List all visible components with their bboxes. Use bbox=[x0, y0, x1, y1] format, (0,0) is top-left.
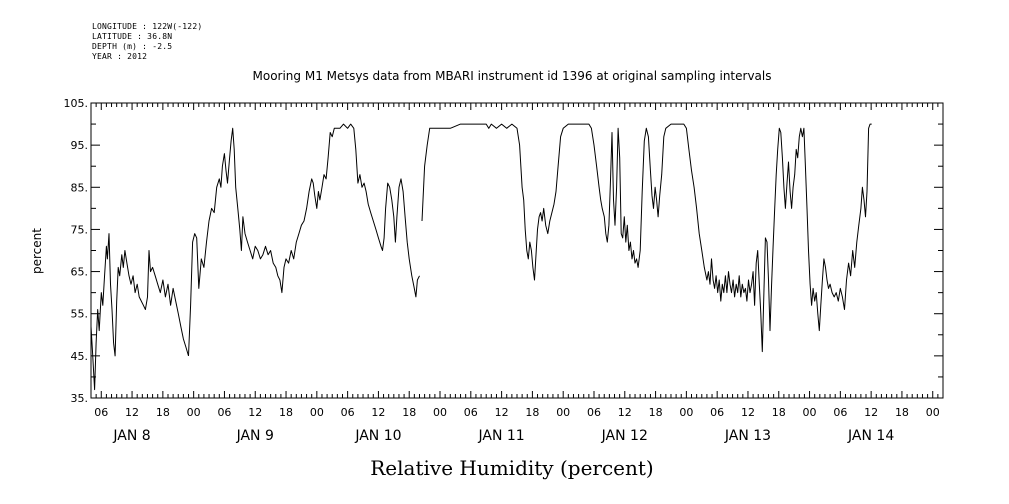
x-tick-label: 06 bbox=[94, 406, 108, 419]
y-tick-label: 65. bbox=[71, 266, 89, 279]
x-tick-label: 18 bbox=[525, 406, 539, 419]
x-tick-label: 12 bbox=[371, 406, 385, 419]
humidity-line-segment bbox=[188, 123, 420, 356]
x-tick-label: 00 bbox=[926, 406, 940, 419]
x-axis-label: Relative Humidity (percent) bbox=[370, 456, 653, 480]
y-tick-label: 85. bbox=[71, 181, 89, 194]
depth-label: DEPTH (m) : -2.5 bbox=[92, 42, 173, 51]
latitude-label: LATITUDE : 36.8N bbox=[92, 32, 173, 41]
x-tick-label: 12 bbox=[495, 406, 509, 419]
x-tick-label: 12 bbox=[864, 406, 878, 419]
x-tick-label: 06 bbox=[217, 406, 231, 419]
x-day-label: JAN 9 bbox=[236, 428, 274, 444]
humidity-line-segment bbox=[90, 233, 189, 391]
x-tick-label: 18 bbox=[895, 406, 909, 419]
x-day-label: JAN 10 bbox=[354, 428, 401, 444]
x-tick-label: 00 bbox=[556, 406, 570, 419]
x-tick-label: 06 bbox=[587, 406, 601, 419]
y-tick-label: 95. bbox=[71, 139, 89, 152]
x-tick-label: 18 bbox=[772, 406, 786, 419]
chart-title: Mooring M1 Metsys data from MBARI instru… bbox=[253, 69, 772, 83]
year-label: YEAR : 2012 bbox=[92, 52, 148, 61]
x-day-label: JAN 14 bbox=[847, 428, 894, 444]
longitude-label: LONGITUDE : 122W(-122) bbox=[92, 22, 203, 31]
y-tick-label: 55. bbox=[71, 308, 89, 321]
y-tick-label: 105. bbox=[64, 97, 89, 110]
x-tick-label: 12 bbox=[741, 406, 755, 419]
x-tick-label: 00 bbox=[803, 406, 817, 419]
x-day-label: JAN 11 bbox=[478, 428, 525, 444]
y-tick-label: 35. bbox=[71, 392, 89, 405]
x-tick-label: 00 bbox=[310, 406, 324, 419]
x-tick-label: 00 bbox=[679, 406, 693, 419]
x-tick-label: 06 bbox=[833, 406, 847, 419]
x-tick-label: 06 bbox=[341, 406, 355, 419]
x-tick-label: 18 bbox=[402, 406, 416, 419]
x-tick-label: 18 bbox=[156, 406, 170, 419]
humidity-line-segment bbox=[421, 123, 872, 353]
y-axis-label: percent bbox=[30, 228, 44, 274]
y-tick-label: 75. bbox=[71, 223, 89, 236]
x-tick-label: 06 bbox=[464, 406, 478, 419]
x-tick-label: 18 bbox=[279, 406, 293, 419]
y-axis: 35. 45. 55. 65. 75. 85. 95. 105. bbox=[64, 97, 943, 405]
x-day-label: JAN 12 bbox=[601, 428, 648, 444]
x-tick-label: 00 bbox=[187, 406, 201, 419]
plot-frame bbox=[90, 102, 944, 399]
humidity-series bbox=[90, 123, 872, 391]
station-metadata: LONGITUDE : 122W(-122) LATITUDE : 36.8N … bbox=[92, 22, 202, 62]
x-tick-label: 00 bbox=[433, 406, 447, 419]
x-tick-label: 12 bbox=[248, 406, 262, 419]
x-day-label: JAN 13 bbox=[724, 428, 771, 444]
x-axis: 06 12 18 00 06 12 18 00 06 12 18 00 06 12 18 00 06 12 18 00… bbox=[90, 103, 944, 444]
x-tick-label: 06 bbox=[710, 406, 724, 419]
x-day-label: JAN 8 bbox=[112, 428, 150, 444]
x-tick-label: 18 bbox=[649, 406, 663, 419]
x-tick-label: 12 bbox=[618, 406, 632, 419]
x-tick-label: 12 bbox=[125, 406, 139, 419]
y-tick-label: 45. bbox=[71, 350, 89, 363]
